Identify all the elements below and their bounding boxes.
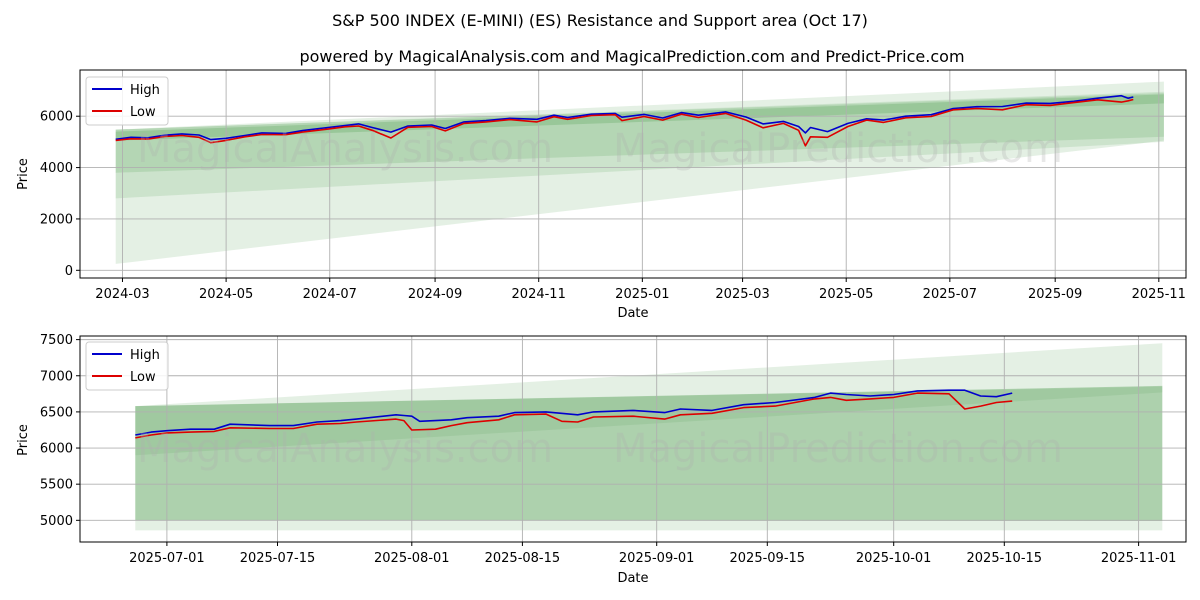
bottom-xtick-label: 2025-11-01 bbox=[1101, 551, 1177, 566]
bottom-xtick-label: 2025-07-15 bbox=[240, 551, 316, 566]
chart-subtitle: powered by MagicalAnalysis.com and Magic… bbox=[299, 47, 964, 66]
bottom-ytick-label: 6500 bbox=[40, 405, 73, 420]
top-watermark-analysis: MagicalAnalysis.com bbox=[137, 126, 553, 172]
top-ticks: 0 2000 4000 6000 2024-03 2024-05 2024-07 2024-0… bbox=[40, 110, 1186, 302]
top-ytick-label: 0 bbox=[65, 264, 73, 279]
bottom-xtick-label: 2025-08-01 bbox=[374, 551, 450, 566]
top-xtick-label: 2024-09 bbox=[408, 287, 462, 302]
top-series-high-line bbox=[115, 94, 1134, 141]
bottom-legend: High Low bbox=[85, 341, 169, 391]
top-ytick-label: 6000 bbox=[40, 110, 73, 125]
bottom-legend-low-label: Low bbox=[130, 370, 156, 385]
bottom-x-axis-label: Date bbox=[617, 571, 648, 586]
top-xtick-label: 2024-07 bbox=[303, 287, 357, 302]
top-series bbox=[115, 94, 1134, 147]
bottom-y-axis-label: Price bbox=[16, 424, 31, 456]
top-x-axis-label: Date bbox=[617, 306, 648, 321]
top-xtick-label: 2024-05 bbox=[199, 287, 253, 302]
bottom-xtick-label: 2025-10-01 bbox=[856, 551, 932, 566]
bottom-ytick-label: 7000 bbox=[40, 369, 73, 384]
top-xtick-label: 2025-01 bbox=[615, 287, 669, 302]
bottom-ytick-label: 7500 bbox=[40, 333, 73, 348]
top-y-axis-label: Price bbox=[16, 158, 31, 190]
top-legend-low-label: Low bbox=[130, 105, 156, 120]
bottom-band-2 bbox=[135, 386, 1163, 456]
bottom-panel: 5000 5500 6000 6500 7000 7500 2025-07-01 2025-0… bbox=[16, 333, 1187, 586]
top-ytick-label: 2000 bbox=[40, 212, 73, 227]
bottom-xtick-label: 2025-08-15 bbox=[485, 551, 561, 566]
top-xtick-label: 2024-11 bbox=[512, 287, 566, 302]
bottom-xtick-label: 2025-09-01 bbox=[619, 551, 695, 566]
chart-title: S&P 500 INDEX (E-MINI) (ES) Resistance a… bbox=[332, 11, 868, 30]
top-series-low-line bbox=[115, 98, 1134, 147]
bottom-series bbox=[135, 389, 1013, 439]
bottom-ytick-label: 6000 bbox=[40, 442, 73, 457]
top-xtick-label: 2025-11 bbox=[1132, 287, 1186, 302]
bottom-xtick-label: 2025-10-15 bbox=[967, 551, 1043, 566]
top-legend: High Low bbox=[85, 76, 169, 126]
bottom-ytick-label: 5000 bbox=[40, 514, 73, 529]
top-ytick-label: 4000 bbox=[40, 161, 73, 176]
top-xtick-label: 2025-03 bbox=[715, 287, 769, 302]
top-axes-frame bbox=[79, 69, 1187, 279]
top-xtick-label: 2025-07 bbox=[923, 287, 977, 302]
bottom-ticks: 5000 5500 6000 6500 7000 7500 2025-07-01 2025-0… bbox=[40, 333, 1176, 566]
top-band-2 bbox=[115, 93, 1164, 173]
bottom-xtick-label: 2025-07-01 bbox=[129, 551, 205, 566]
bottom-series-high-line bbox=[135, 389, 1013, 436]
bottom-watermark-prediction: MagicalPrediction.com bbox=[613, 426, 1063, 472]
top-watermark-prediction: MagicalPrediction.com bbox=[613, 126, 1063, 172]
bottom-series-low-line bbox=[135, 392, 1013, 439]
top-band-0 bbox=[115, 81, 1164, 264]
top-panel: 0 2000 4000 6000 2024-03 2024-05 2024-07 2024-0… bbox=[16, 69, 1187, 321]
bottom-legend-high-label: High bbox=[130, 348, 160, 363]
top-xtick-label: 2025-05 bbox=[819, 287, 873, 302]
bottom-axes-frame bbox=[79, 335, 1187, 543]
bottom-ytick-label: 5500 bbox=[40, 478, 73, 493]
bottom-band-0 bbox=[135, 343, 1163, 531]
top-legend-high-label: High bbox=[130, 83, 160, 98]
top-xtick-label: 2024-03 bbox=[95, 287, 149, 302]
top-xtick-label: 2025-09 bbox=[1028, 287, 1082, 302]
bottom-watermark-analysis: MagicalAnalysis.com bbox=[137, 426, 553, 472]
bottom-xtick-label: 2025-09-15 bbox=[730, 551, 806, 566]
